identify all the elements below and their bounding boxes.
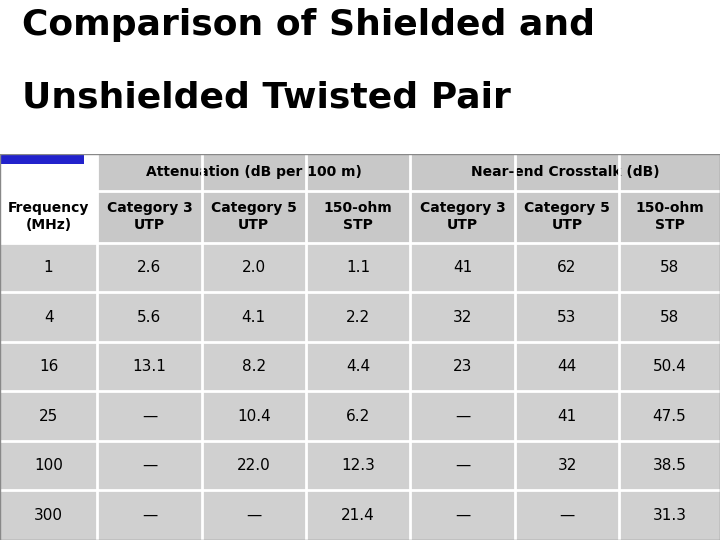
Text: —: —: [559, 508, 575, 523]
Text: 4.4: 4.4: [346, 359, 370, 374]
Text: 150-ohm
STP: 150-ohm STP: [635, 201, 704, 232]
Text: 62: 62: [557, 260, 577, 275]
Text: 2.6: 2.6: [138, 260, 161, 275]
Text: 300: 300: [34, 508, 63, 523]
Text: 100: 100: [34, 458, 63, 473]
Text: 2.0: 2.0: [242, 260, 266, 275]
Text: Category 5
UTP: Category 5 UTP: [211, 201, 297, 232]
Bar: [0, 191, 97, 242]
Text: —: —: [142, 458, 157, 473]
Text: Frequency
(MHz): Frequency (MHz): [8, 201, 89, 232]
Bar: [0, 191, 720, 242]
Text: Near-end Crosstalk (dB): Near-end Crosstalk (dB): [471, 165, 660, 179]
Text: 8.2: 8.2: [242, 359, 266, 374]
Text: 1.1: 1.1: [346, 260, 370, 275]
Text: 13.1: 13.1: [132, 359, 166, 374]
Text: —: —: [142, 409, 157, 423]
Text: —: —: [455, 458, 470, 473]
Text: 21.4: 21.4: [341, 508, 375, 523]
Text: 4.1: 4.1: [242, 309, 266, 325]
Text: 16: 16: [39, 359, 58, 374]
Text: Attenuation (dB per 100 m): Attenuation (dB per 100 m): [146, 165, 361, 179]
Text: —: —: [455, 409, 470, 423]
Text: 4: 4: [44, 309, 53, 325]
Text: Comparison of Shielded and: Comparison of Shielded and: [22, 8, 595, 42]
Text: 44: 44: [557, 359, 577, 374]
Bar: [1, 156, 84, 164]
Text: 47.5: 47.5: [653, 409, 686, 423]
Text: 6.2: 6.2: [346, 409, 370, 423]
Text: 22.0: 22.0: [237, 458, 271, 473]
Text: 58: 58: [660, 309, 679, 325]
Text: —: —: [246, 508, 261, 523]
Text: 58: 58: [660, 260, 679, 275]
Text: Category 3
UTP: Category 3 UTP: [107, 201, 192, 232]
Text: 41: 41: [557, 409, 577, 423]
Text: 150-ohm
STP: 150-ohm STP: [324, 201, 392, 232]
Bar: [0, 154, 97, 191]
Text: —: —: [142, 508, 157, 523]
Text: 32: 32: [453, 309, 472, 325]
Text: 10.4: 10.4: [237, 409, 271, 423]
Text: 23: 23: [453, 359, 472, 374]
Text: 12.3: 12.3: [341, 458, 375, 473]
Text: 41: 41: [453, 260, 472, 275]
Text: 32: 32: [557, 458, 577, 473]
Text: Unshielded Twisted Pair: Unshielded Twisted Pair: [22, 80, 510, 114]
Text: Category 5
UTP: Category 5 UTP: [524, 201, 610, 232]
Text: 25: 25: [39, 409, 58, 423]
Text: Category 3
UTP: Category 3 UTP: [420, 201, 505, 232]
Text: 1: 1: [44, 260, 53, 275]
Text: 53: 53: [557, 309, 577, 325]
Text: 50.4: 50.4: [653, 359, 686, 374]
Text: 5.6: 5.6: [138, 309, 161, 325]
Text: —: —: [455, 508, 470, 523]
Text: 2.2: 2.2: [346, 309, 370, 325]
Bar: [0, 154, 720, 191]
Text: 31.3: 31.3: [652, 508, 687, 523]
Text: 38.5: 38.5: [652, 458, 687, 473]
